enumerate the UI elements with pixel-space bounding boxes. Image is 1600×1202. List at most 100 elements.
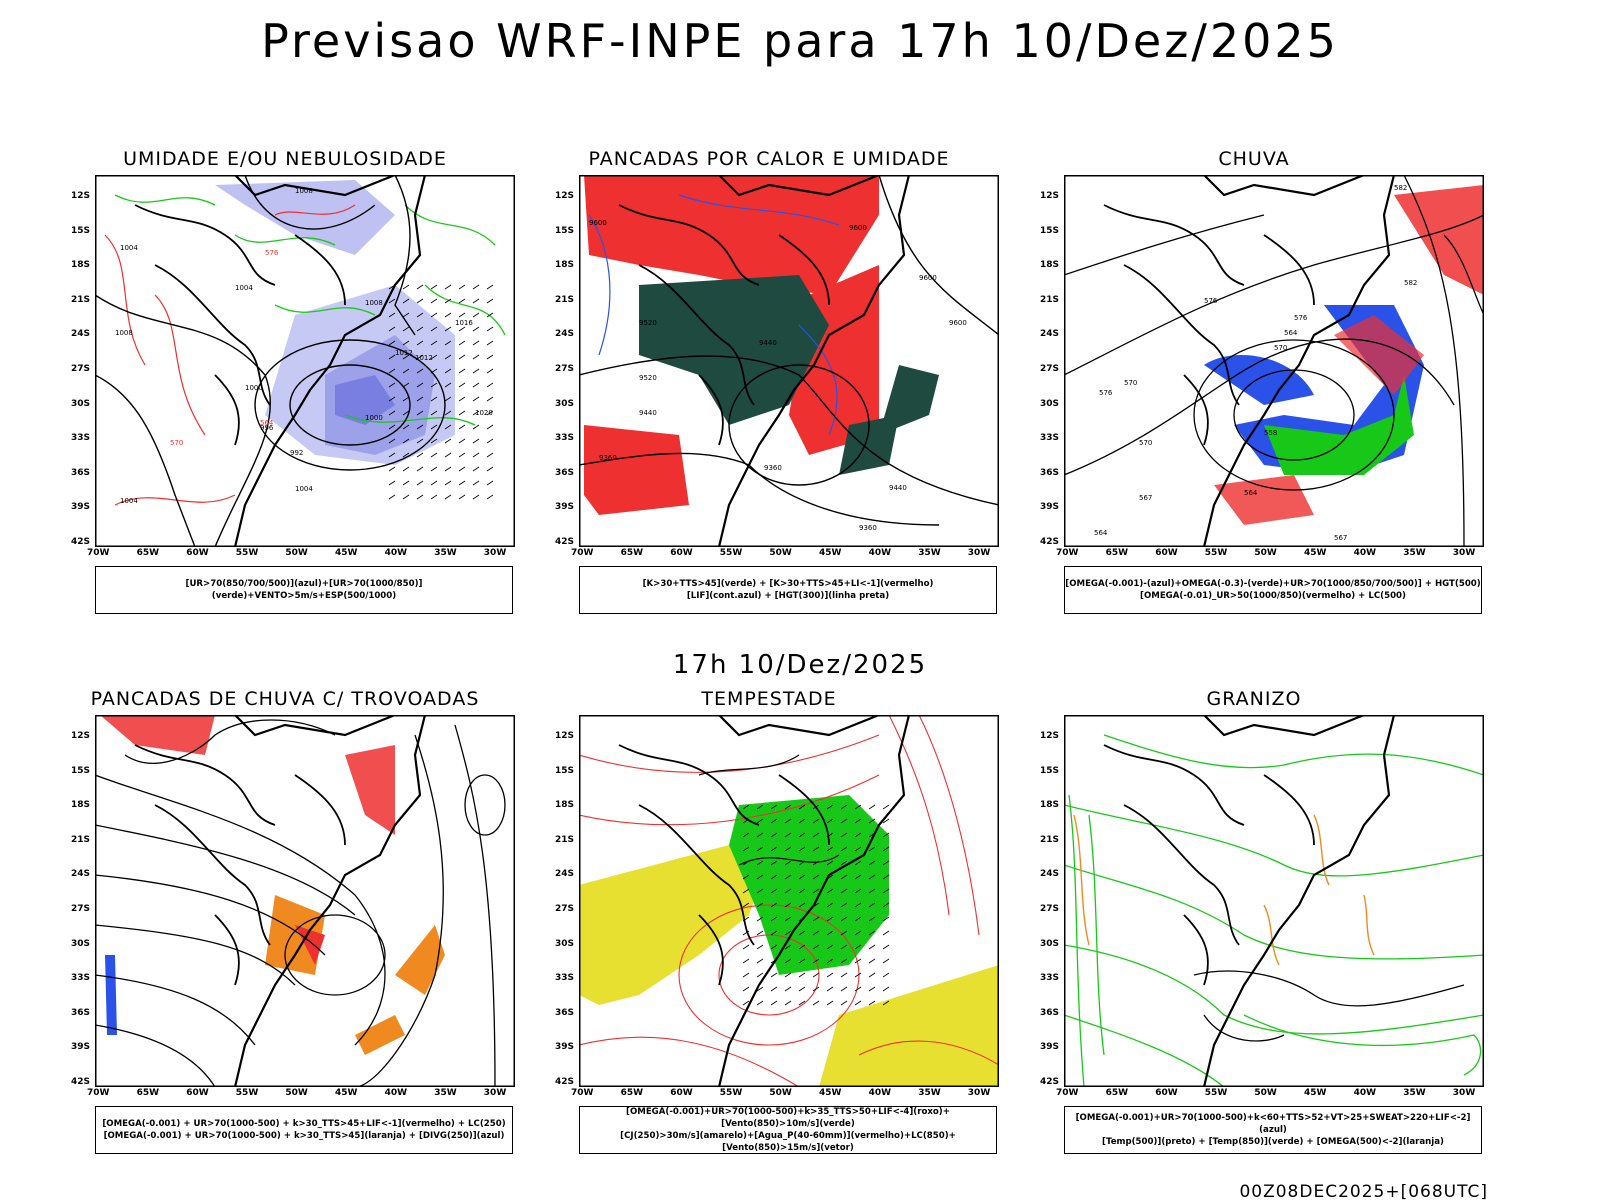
lat-tick-label: 24S [71,329,91,340]
panel-title: TEMPESTADE [701,688,837,710]
lat-tick-label: 12S [1040,731,1060,741]
lat-tick-label: 12S [555,731,575,741]
lon-tick-label: 40W [868,548,892,558]
panel-title: PANCADAS DE CHUVA C/ TROVOADAS [90,688,480,710]
map-pancadas-calor: 9600 9600 9600 9600 9520 9440 9520 9440 … [579,175,999,547]
lon-tick-label: 40W [384,1088,408,1098]
lon-tick-label: 30W [967,548,991,558]
svg-text:564: 564 [260,419,274,427]
lat-tick-label: 12S [555,191,575,201]
lat-tick-label: 12S [1040,191,1060,201]
lat-tick-label: 27S [71,364,91,374]
lat-tick-label: 39S [555,1042,575,1053]
lat-tick-label: 39S [555,502,575,513]
lon-tick-label: 55W [1204,1088,1228,1098]
svg-text:567: 567 [1334,534,1347,542]
panel-legend: [OMEGA(-0.001)-(azul)+OMEGA(-0.3)-(verde… [1064,566,1482,614]
lon-tick-label: 35W [918,1088,941,1098]
svg-text:9360: 9360 [859,524,877,532]
lat-tick-label: 33S [555,433,575,444]
map-frame [1064,175,1484,547]
lat-tick-label: 27S [555,364,575,374]
lon-tick-label: 45W [335,1088,358,1098]
lon-tick-label: 55W [235,548,259,558]
lat-tick-label: 15S [555,765,575,776]
lon-tick-label: 35W [434,548,457,558]
lon-tick-label: 40W [1353,1088,1377,1098]
lon-tick-label: 65W [1105,548,1129,558]
lat-tick-label: 15S [555,225,575,236]
lat-tick-label: 42S [71,1077,91,1087]
lat-tick-label: 36S [1040,467,1060,478]
panel-legend: [UR>70(850/700/500)](azul)+[UR>70(1000/8… [95,566,513,614]
lat-tick-label: 33S [71,433,91,444]
lon-tick-label: 45W [819,548,842,558]
svg-text:570: 570 [1124,379,1137,387]
svg-text:576: 576 [1099,389,1113,397]
lat-tick-label: 30S [71,398,91,409]
lat-tick-label: 15S [1040,765,1060,776]
lon-tick-label: 70W [571,1088,594,1098]
lon-tick-label: 60W [186,548,209,558]
state-borders [1103,744,1315,986]
lon-tick-label: 50W [285,1088,308,1098]
lon-tick-label: 30W [1452,548,1476,558]
svg-text:570: 570 [170,439,183,447]
lon-tick-label: 60W [670,1088,693,1098]
lat-tick-label: 30S [71,938,91,949]
lat-tick-label: 33S [1040,433,1060,444]
lon-tick-label: 45W [819,1088,842,1098]
map-frame [579,175,999,547]
panel-title: CHUVA [1218,148,1290,170]
lat-tick-label: 39S [1040,502,1060,513]
svg-text:1008: 1008 [365,299,383,307]
state-borders [618,744,830,986]
lat-tick-label: 24S [555,329,575,340]
svg-text:570: 570 [1274,344,1287,352]
svg-text:567: 567 [1139,494,1152,502]
svg-text:576: 576 [265,249,279,257]
lat-tick-label: 30S [1040,398,1060,409]
lon-tick-label: 55W [235,1088,259,1098]
lat-tick-label: 18S [71,800,91,811]
lon-tick-label: 40W [1353,548,1377,558]
svg-text:1008: 1008 [295,187,313,195]
lon-tick-label: 55W [719,1088,743,1098]
lon-tick-label: 65W [1105,1088,1129,1098]
panel-title: PANCADAS POR CALOR E UMIDADE [588,148,950,170]
svg-text:1016: 1016 [455,319,473,327]
lat-tick-label: 33S [555,973,575,984]
lon-tick-label: 70W [1056,1088,1079,1098]
lat-tick-label: 30S [555,398,575,409]
panel-pancadas-trovoadas: PANCADAS DE CHUVA C/ TROVOADAS [OMEGA(-0… [65,688,515,1168]
lat-tick-label: 24S [1040,869,1060,880]
lon-tick-label: 70W [87,1088,110,1098]
main-title: Previsao WRF-INPE para 17h 10/Dez/2025 [261,14,1339,68]
svg-text:570: 570 [1139,439,1152,447]
lon-tick-label: 45W [335,548,358,558]
svg-text:996: 996 [260,424,274,432]
svg-text:9440: 9440 [889,484,907,492]
coastline [1064,175,1396,547]
panel-pancadas-calor: PANCADAS POR CALOR E UMIDADE 9600 9600 9… [549,148,999,628]
lon-tick-label: 60W [1155,548,1178,558]
lat-tick-label: 36S [71,1007,91,1018]
lon-tick-label: 60W [1155,1088,1178,1098]
lat-tick-label: 15S [1040,225,1060,236]
lon-tick-label: 35W [1403,1088,1426,1098]
panel-chuva: CHUVA 582 576 576 570 570 564 576 570 55… [1034,148,1484,628]
lon-tick-label: 60W [670,548,693,558]
panel-legend: [OMEGA(-0.001)+UR>70(1000-500)+k<60+TTS>… [1064,1106,1482,1154]
svg-text:1012: 1012 [395,349,413,357]
forecast-time-label: 17h 10/Dez/2025 [672,650,928,680]
panel-title: UMIDADE E/OU NEBULOSIDADE [123,148,447,170]
lat-tick-label: 24S [71,869,91,880]
lat-tick-label: 27S [1040,364,1060,374]
lon-tick-label: 55W [1204,548,1228,558]
lon-tick-label: 40W [868,1088,892,1098]
lat-tick-label: 18S [555,260,575,271]
lat-tick-label: 42S [1040,537,1060,547]
svg-text:558: 558 [1264,429,1277,437]
lat-tick-label: 39S [71,1042,91,1053]
lon-tick-label: 30W [967,1088,991,1098]
